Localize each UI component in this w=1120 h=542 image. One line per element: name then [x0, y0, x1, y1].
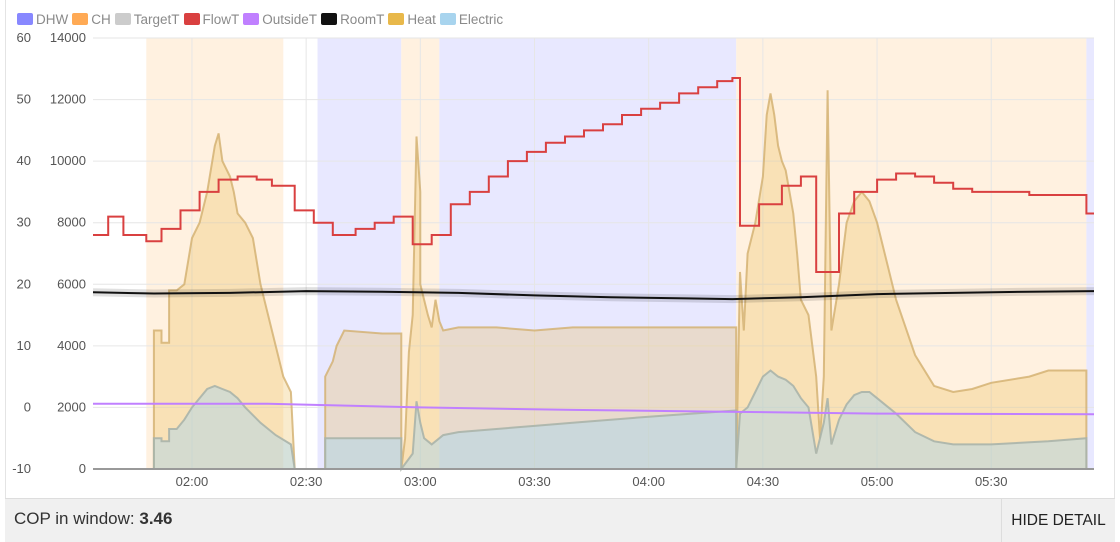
x-tick: 04:00 [632, 474, 665, 489]
legend-swatch-heat [388, 13, 405, 25]
footer-bar: COP in window: 3.46 HIDE DETAIL [5, 498, 1115, 542]
legend-label-elec: Electric [458, 11, 504, 27]
chart: 60 50 40 30 20 10 0 -10 14000 12000 10000 8000 6000 4… [12, 30, 1095, 489]
legend-swatch-flow [183, 13, 200, 25]
electric-area [93, 370, 1094, 469]
legend-label-flow: FlowT [202, 11, 240, 27]
y-left-tick: -10 [12, 461, 31, 476]
x-tick: 02:00 [176, 474, 209, 489]
mode-band-dhw [317, 38, 402, 469]
y-left-tick: 20 [17, 276, 31, 291]
legend-swatch-dhw [17, 13, 33, 25]
roomt-line [92, 290, 1095, 301]
legend-item-elec[interactable]: Electric [439, 11, 504, 27]
x-tick: 02:30 [290, 474, 323, 489]
y-left-tick: 40 [17, 153, 31, 168]
y-left-tick: 50 [17, 92, 31, 107]
legend-label-target: TargetT [133, 11, 180, 27]
mode-band-ch [146, 38, 284, 469]
y-right-tick: 8000 [57, 215, 86, 230]
y-right-tick: 2000 [57, 399, 86, 414]
y-left-tick: 60 [17, 30, 31, 45]
mode-band-dhw [439, 38, 737, 469]
y-right-tick: 6000 [57, 276, 86, 291]
legend-label-room: RoomT [340, 11, 385, 27]
legend-swatch-elec [439, 13, 456, 25]
y-left-tick: 0 [24, 399, 31, 414]
y-right-tick: 14000 [50, 30, 86, 45]
y-right-tick: 0 [79, 461, 86, 476]
legend-swatch-target [114, 13, 131, 25]
heat-line [93, 90, 1094, 470]
legend-item-heat[interactable]: Heat [388, 12, 436, 27]
cop-value: 3.46 [139, 509, 173, 528]
legend-swatch-ch [72, 13, 89, 25]
x-tick: 05:00 [861, 474, 894, 489]
legend-item-outside[interactable]: OutsideT [243, 12, 317, 27]
legend-item-room[interactable]: RoomT [321, 12, 384, 27]
x-tick: 03:30 [518, 474, 551, 489]
electric-line [93, 369, 1094, 473]
legend-item-ch[interactable]: CH [72, 12, 111, 27]
legend-label-outside: OutsideT [262, 11, 318, 27]
mode-band-ch [736, 38, 1087, 469]
y-right-tick: 4000 [57, 338, 86, 353]
chart-panel [5, 0, 1115, 542]
legend-label-heat: Heat [407, 11, 436, 27]
legend-item-target[interactable]: TargetT [114, 11, 180, 27]
y-right-tick: 12000 [50, 92, 86, 107]
legend-item-flow[interactable]: FlowT [183, 11, 240, 27]
x-tick: 05:30 [975, 474, 1008, 489]
cop-readout: COP in window: 3.46 [14, 509, 172, 529]
y-left-tick: 30 [17, 215, 31, 230]
y-right-tick: 10000 [50, 153, 86, 168]
heat-area [93, 90, 1094, 470]
x-tick: 03:00 [404, 474, 437, 489]
legend-label-dhw: DHW [36, 11, 69, 27]
cop-label: COP in window: [14, 509, 140, 528]
legend-swatch-outside [243, 13, 260, 25]
hide-detail-button[interactable]: HIDE DETAIL [1001, 499, 1115, 542]
legend-swatch-room [321, 13, 338, 25]
legend-label-ch: CH [91, 11, 111, 27]
y-left-tick: 10 [17, 338, 31, 353]
mode-band-dhw [1086, 38, 1094, 469]
flowt-line [93, 77, 1094, 273]
outsidet-line [93, 402, 1095, 416]
legend: DHW CH TargetT FlowT OutsideT RoomT Heat Electr… [17, 9, 507, 29]
legend-item-dhw[interactable]: DHW [17, 12, 68, 27]
x-tick: 04:30 [747, 474, 780, 489]
